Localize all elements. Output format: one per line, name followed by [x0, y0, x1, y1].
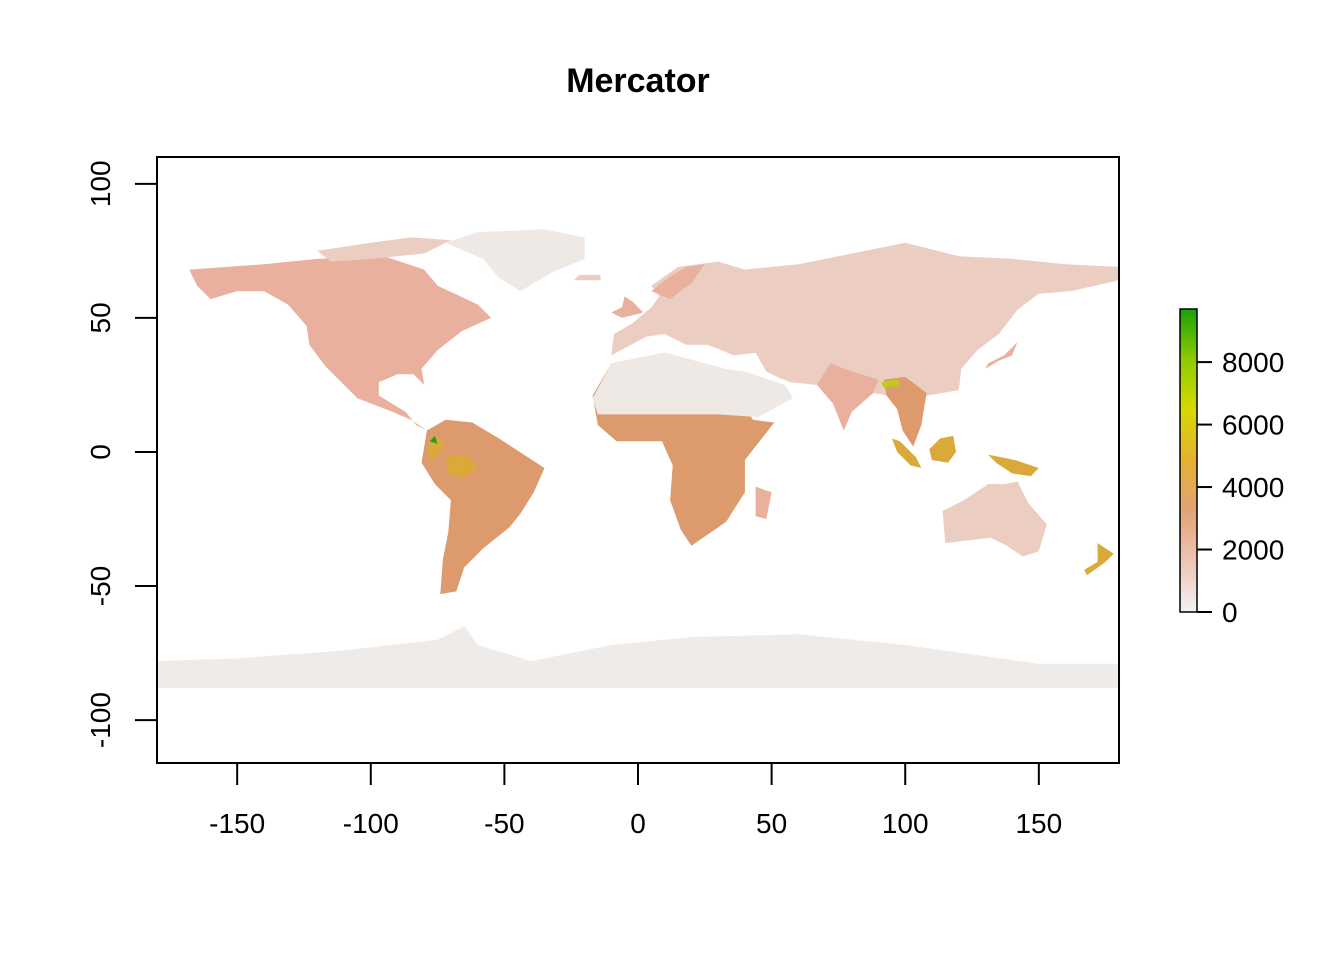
new-guinea-island [988, 454, 1039, 477]
british-isles [611, 296, 644, 318]
legend-tick-label: 0 [1222, 597, 1238, 628]
se-asia-landmass [883, 376, 927, 447]
y-tick-label: -100 [85, 692, 116, 748]
sumatra-island [891, 438, 922, 468]
india-subcontinent [817, 363, 879, 431]
madagascar-island [755, 486, 772, 519]
y-tick-label: 0 [85, 444, 116, 460]
japan-islands [985, 334, 1026, 369]
x-tick-label: 150 [1015, 808, 1062, 839]
legend-ticks: 0 2000 4000 6000 8000 [1197, 347, 1284, 628]
x-tick-label: 0 [630, 808, 646, 839]
legend-color-bar [1179, 308, 1198, 613]
y-axis: 100 50 0 -50 -100 [85, 160, 158, 748]
y-tick-label: 100 [85, 160, 116, 207]
north-america-landmass [189, 256, 491, 431]
x-tick-label: 100 [882, 808, 929, 839]
australia-landmass [942, 481, 1047, 557]
colombia-peak [429, 435, 438, 444]
y-tick-label: -50 [85, 566, 116, 606]
chart-title: Mercator [566, 62, 710, 100]
canadian-arctic-islands [317, 237, 451, 262]
x-tick-label: -100 [343, 808, 399, 839]
x-tick-label: -150 [209, 808, 265, 839]
andes-highlands [426, 438, 446, 460]
map-raster [157, 229, 1119, 688]
legend-tick-label: 2000 [1222, 535, 1284, 566]
x-tick-label: 50 [756, 808, 787, 839]
sahara-arabia-desert [592, 352, 793, 418]
iceland-island [573, 275, 601, 281]
borneo-island [929, 435, 956, 463]
x-tick-label: -50 [484, 808, 524, 839]
amazon-highlands [445, 454, 478, 479]
x-axis: -150 -100 -50 0 50 100 150 [209, 762, 1062, 839]
legend-tick-label: 4000 [1222, 472, 1284, 503]
y-tick-label: 50 [85, 302, 116, 333]
legend-tick-label: 8000 [1222, 347, 1284, 378]
color-legend: 0 2000 4000 6000 8000 [1179, 308, 1284, 628]
antarctica-landmass [157, 626, 1119, 688]
new-zealand-islands [1084, 543, 1114, 576]
scandinavia-highlands [651, 264, 705, 300]
himalaya-peak [881, 379, 900, 388]
greenland-landmass [445, 229, 585, 292]
eurasia-landmass [611, 242, 1119, 431]
legend-tick-label: 6000 [1222, 410, 1284, 441]
